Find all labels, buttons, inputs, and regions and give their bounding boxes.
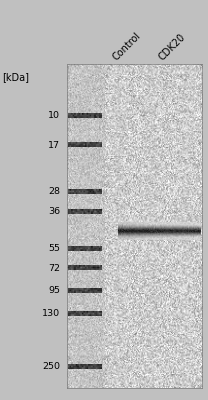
Text: 95: 95	[48, 286, 60, 295]
Text: 36: 36	[48, 207, 60, 216]
Text: CDK20: CDK20	[157, 32, 187, 62]
Text: 10: 10	[48, 111, 60, 120]
Text: 28: 28	[48, 188, 60, 196]
Text: Control: Control	[111, 30, 143, 62]
Text: 72: 72	[48, 264, 60, 273]
Text: 250: 250	[42, 362, 60, 372]
Text: 17: 17	[48, 140, 60, 150]
Text: 130: 130	[42, 309, 60, 318]
Text: 55: 55	[48, 244, 60, 253]
Text: [kDa]: [kDa]	[2, 72, 29, 82]
